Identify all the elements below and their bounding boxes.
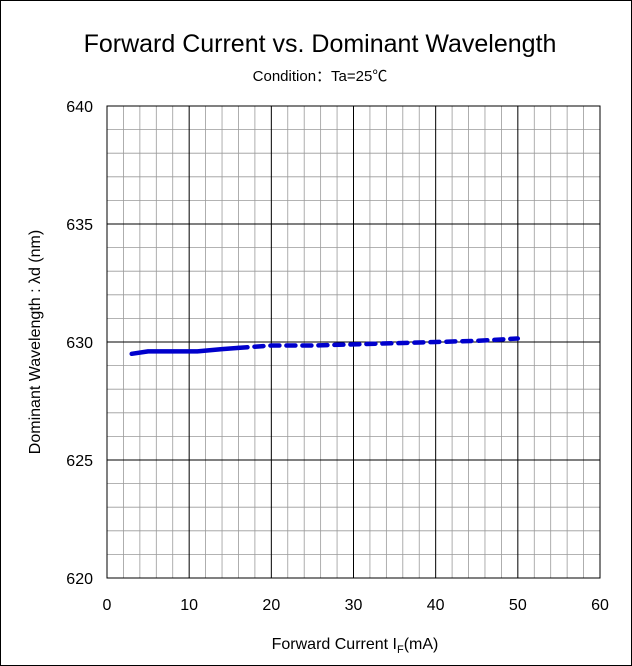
x-tick-label: 30 <box>345 597 363 614</box>
x-tick-label: 10 <box>180 597 198 614</box>
x-tick-label: 50 <box>509 597 527 614</box>
x-axis-label: Forward Current IF(mA) <box>272 636 439 656</box>
chart-title: Forward Current vs. Dominant Wavelength <box>84 30 557 58</box>
y-tick-label: 620 <box>66 571 93 588</box>
x-tick-labels: 0 10 20 30 40 50 60 <box>103 597 609 614</box>
chart-subtitle: Condition：Ta=25℃ <box>253 68 388 85</box>
series-line-dashed <box>236 336 521 351</box>
x-tick-label: 60 <box>591 597 609 614</box>
x-tick-label: 0 <box>103 597 112 614</box>
series-line-solid <box>129 345 241 357</box>
x-axis-label-subscript: F <box>397 644 404 656</box>
plot-area <box>106 105 601 579</box>
y-tick-labels: 620 625 630 635 640 <box>66 99 93 588</box>
y-tick-label: 630 <box>66 335 93 352</box>
y-tick-label: 625 <box>66 453 93 470</box>
x-axis-label-unit: (mA) <box>404 636 439 653</box>
y-tick-label: 640 <box>66 99 93 116</box>
x-tick-label: 20 <box>262 597 280 614</box>
data-series <box>129 336 521 357</box>
x-axis-label-main: Forward Current I <box>272 636 397 653</box>
x-tick-label: 40 <box>427 597 445 614</box>
y-tick-label: 635 <box>66 217 93 234</box>
y-axis-label: Dominant Wavelength : λd (nm) <box>27 230 44 454</box>
